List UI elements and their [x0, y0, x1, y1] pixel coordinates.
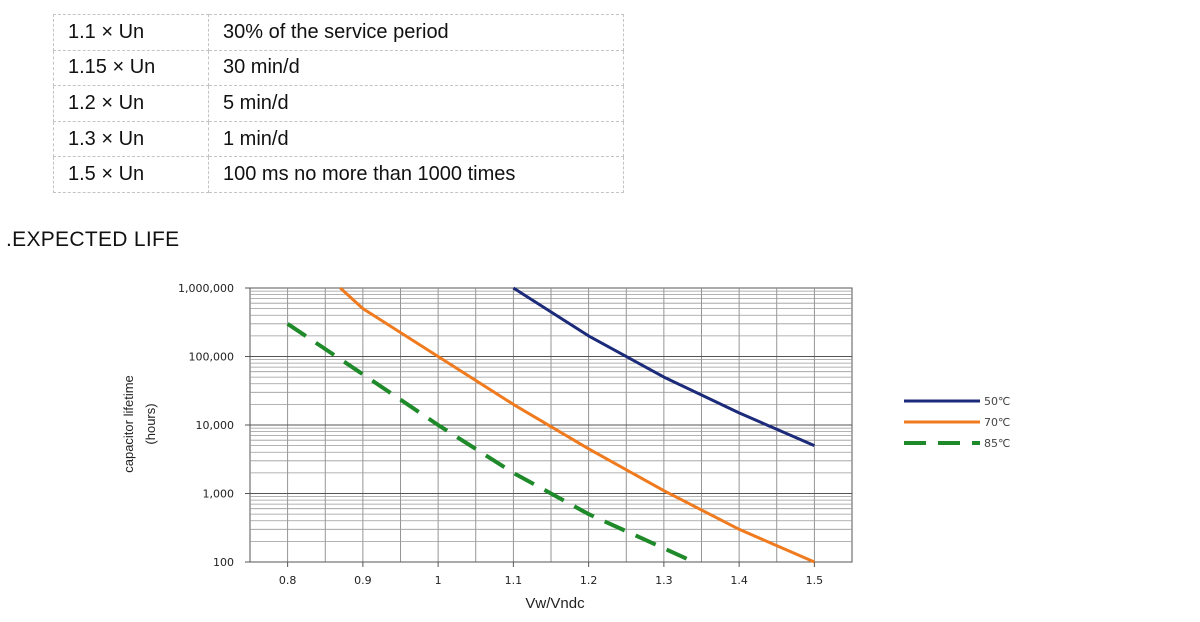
duration-cell: 100 ms no more than 1000 times	[208, 156, 624, 193]
x-tick-label: 0.9	[354, 574, 372, 587]
section-title: .EXPECTED LIFE	[6, 228, 180, 251]
chart-series	[286, 286, 815, 564]
table-row: 1.1 × Un 30% of the service period	[53, 14, 624, 51]
x-tick-label: 1.5	[806, 574, 824, 587]
chart-legend: 50℃ 70℃ 85℃	[904, 395, 1010, 450]
x-axis-label: Vw/Vndc	[525, 595, 585, 612]
overvoltage-table: 1.1 × Un 30% of the service period 1.15 × …	[53, 14, 624, 193]
duration-cell: 30 min/d	[208, 49, 624, 87]
x-tick-label: 0.8	[279, 574, 297, 587]
y-axis-label-line2: (hours)	[143, 403, 158, 444]
y-tick-label: 10,000	[196, 419, 235, 432]
y-axis-label-line1: capacitor lifetime	[121, 375, 136, 473]
x-tick-label: 1.1	[505, 574, 523, 587]
overvoltage-table-body: 1.1 × Un 30% of the service period 1.15 × …	[53, 14, 624, 193]
duration-cell: 1 min/d	[208, 120, 624, 158]
y-tick-label: 1,000	[203, 488, 235, 501]
legend-label: 85℃	[984, 437, 1010, 450]
x-tick-label: 1.3	[655, 574, 673, 587]
x-axis-ticks: 0.8 0.9 1 1.1 1.2 1.3 1.4 1.5	[279, 562, 823, 587]
y-tick-label: 100	[213, 556, 234, 569]
y-axis-ticks: 1,000,000 100,000 10,000 1,000 100	[178, 282, 250, 569]
series-line-1	[512, 286, 815, 447]
series-line-2	[339, 286, 815, 564]
series-line-3	[286, 322, 695, 564]
y-tick-label: 100,000	[189, 351, 235, 364]
table-row: 1.2 × Un 5 min/d	[53, 85, 624, 122]
duration-cell: 5 min/d	[208, 85, 624, 122]
voltage-cell: 1.5 × Un	[53, 156, 209, 193]
table-row: 1.5 × Un 100 ms no more than 1000 times	[53, 156, 624, 193]
x-tick-label: 1.4	[730, 574, 748, 587]
voltage-cell: 1.1 × Un	[53, 14, 209, 51]
y-tick-label: 1,000,000	[178, 282, 234, 295]
x-tick-label: 1	[435, 574, 442, 587]
table-row: 1.3 × Un 1 min/d	[53, 120, 624, 158]
x-tick-label: 1.2	[580, 574, 598, 587]
duration-cell: 30% of the service period	[208, 14, 624, 51]
legend-label: 50℃	[984, 395, 1010, 408]
legend-label: 70℃	[984, 416, 1010, 429]
table-row: 1.15 × Un 30 min/d	[53, 49, 624, 87]
voltage-cell: 1.3 × Un	[53, 120, 209, 158]
